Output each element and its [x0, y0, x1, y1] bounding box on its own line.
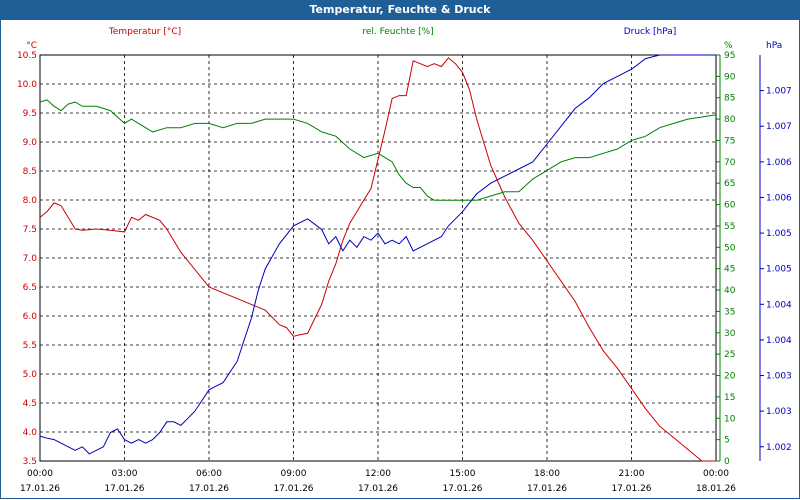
humidity-tick-label: 95 [724, 51, 735, 61]
x-tick-time: 09:00 [281, 469, 307, 479]
pressure-tick-label: 1.002 [766, 443, 792, 453]
x-tick-time: 00:00 [703, 469, 729, 479]
humidity-tick-label: 35 [724, 307, 735, 317]
temp-tick-label: 10.0 [17, 80, 37, 90]
humidity-tick-label: 70 [724, 158, 736, 168]
pressure-tick-label: 1.005 [766, 229, 792, 239]
humidity-tick-label: 60 [724, 201, 736, 211]
pressure-tick-label: 1.005 [766, 265, 792, 275]
x-tick-date: 17.01.26 [358, 484, 398, 494]
humidity-tick-label: 0 [724, 457, 730, 467]
humidity-tick-label: 30 [724, 329, 736, 339]
humidity-tick-label: 5 [724, 436, 730, 446]
x-tick-time: 06:00 [196, 469, 222, 479]
pressure-line [39, 54, 716, 455]
temp-tick-label: 5.5 [23, 341, 37, 351]
temp-tick-label: 6.5 [23, 283, 37, 293]
x-tick-date: 18.01.26 [696, 484, 736, 494]
humidity-tick-label: 25 [724, 350, 735, 360]
series-lines [39, 54, 717, 462]
pressure-tick-label: 1.003 [766, 407, 792, 417]
x-tick-date: 17.01.26 [611, 484, 651, 494]
humidity-tick-label: 90 [724, 72, 736, 82]
temp-tick-label: 6.0 [23, 312, 38, 322]
humidity-tick-label: 85 [724, 94, 735, 104]
pressure-tick-label: 1.006 [766, 193, 792, 203]
tick-labels: 3.5 4.0 4.5 5.0 5.5 6.0 6.5 7.0 7.5 8.0 8.5 9.0 9.5 1… [17, 51, 792, 494]
temp-tick-label: 8.0 [23, 196, 38, 206]
humidity-tick-label: 40 [724, 286, 736, 296]
temp-tick-label: 7.5 [23, 225, 37, 235]
x-tick-time: 03:00 [112, 469, 138, 479]
pressure-tick-label: 1.004 [766, 336, 792, 346]
x-tick-time: 00:00 [27, 469, 53, 479]
pressure-axis-title: Druck [hPa] [624, 27, 677, 37]
temp-tick-label: 5.0 [23, 370, 38, 380]
temp-tick-label: 9.0 [23, 138, 38, 148]
x-tick-date: 17.01.26 [273, 484, 313, 494]
x-tick-time: 18:00 [534, 469, 560, 479]
humidity-tick-label: 10 [724, 414, 736, 424]
x-tick-date: 17.01.26 [527, 484, 567, 494]
pressure-tick-label: 1.007 [766, 122, 792, 132]
humidity-tick-label: 55 [724, 222, 735, 232]
humidity-tick-label: 20 [724, 372, 736, 382]
temperature-line [39, 57, 716, 462]
axis-headers: °C Temperatur [°C] rel. Feuchte [%] Druck [… [26, 27, 782, 51]
x-tick-time: 12:00 [365, 469, 391, 479]
humidity-unit-label: % [724, 41, 733, 51]
humidity-tick-label: 65 [724, 179, 735, 189]
temp-tick-label: 10.5 [17, 51, 37, 61]
x-tick-time: 21:00 [619, 469, 645, 479]
x-tick-time: 15:00 [450, 469, 476, 479]
x-tick-date: 17.01.26 [104, 484, 144, 494]
pressure-unit-label: hPa [766, 41, 782, 51]
pressure-tick-label: 1.003 [766, 372, 792, 382]
x-tick-date: 17.01.26 [189, 484, 229, 494]
temp-tick-label: 4.5 [23, 399, 37, 409]
x-tick-date: 17.01.26 [442, 484, 482, 494]
pressure-tick-label: 1.007 [766, 87, 792, 97]
humidity-axis-title: rel. Feuchte [%] [362, 27, 433, 37]
humidity-tick-label: 15 [724, 393, 735, 403]
grid [40, 54, 764, 462]
temp-tick-label: 4.0 [23, 428, 38, 438]
x-tick-date: 17.01.26 [20, 484, 60, 494]
temp-unit-label: °C [26, 41, 37, 51]
temp-tick-label: 3.5 [23, 457, 37, 467]
temp-tick-label: 7.0 [23, 254, 38, 264]
humidity-tick-label: 75 [724, 136, 735, 146]
temp-axis-title: Temperatur [°C] [108, 27, 181, 37]
humidity-tick-label: 80 [724, 115, 736, 125]
chart-title: Temperatur, Feuchte & Druck [0, 0, 800, 20]
pressure-tick-label: 1.004 [766, 300, 792, 310]
chart-panel [0, 20, 800, 499]
humidity-tick-label: 45 [724, 265, 735, 275]
humidity-line [39, 99, 717, 201]
humidity-tick-label: 50 [724, 243, 736, 253]
temp-tick-label: 8.5 [23, 167, 37, 177]
temp-tick-label: 9.5 [23, 109, 37, 119]
pressure-tick-label: 1.006 [766, 158, 792, 168]
